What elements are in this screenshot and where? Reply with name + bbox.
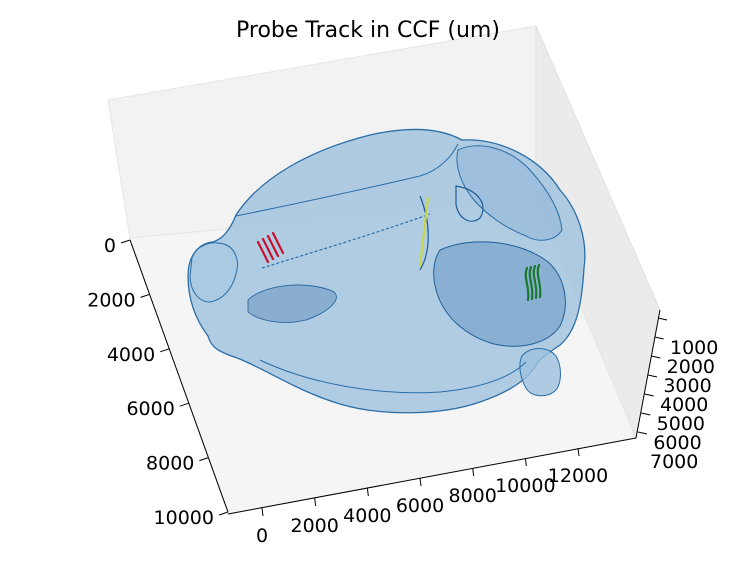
y-axis-line <box>129 239 229 513</box>
olfactory-bulb <box>189 242 238 303</box>
probe-track-line <box>271 231 285 255</box>
probe-track-line <box>524 266 530 302</box>
x-tick-mark <box>419 477 422 487</box>
x-axis-line <box>227 437 637 515</box>
z-tick-mark <box>641 412 651 416</box>
hippocampal-fold <box>247 284 337 323</box>
z-tick-mark <box>647 374 658 378</box>
x-tick-mark <box>524 457 527 467</box>
z-tick-mark <box>651 355 661 359</box>
z-tick-mark <box>637 431 648 435</box>
y-tick-mark <box>199 457 209 462</box>
z-tick-label: 1000 <box>670 337 718 359</box>
midline-fissure <box>261 213 431 269</box>
cerebellum-lobe <box>456 145 563 241</box>
brainstem-region <box>433 241 566 347</box>
y-tick-label: 10000 <box>154 507 214 529</box>
x-tick-label: 6000 <box>396 495 444 517</box>
z-axis-line <box>635 309 661 439</box>
ventral-contour <box>259 359 527 394</box>
probe-track-line <box>536 263 542 299</box>
y-tick-label: 2000 <box>87 289 135 311</box>
y-tick-mark <box>179 402 189 407</box>
x-tick-label: 2000 <box>290 515 338 537</box>
probe-track-line <box>266 234 280 258</box>
probe-track-line <box>256 240 270 264</box>
medulla-bulge <box>519 348 561 397</box>
x-tick-label: 8000 <box>448 485 496 507</box>
y-tick-mark <box>218 511 229 516</box>
x-tick-mark <box>577 447 580 457</box>
z-tick-label: 7000 <box>650 451 698 473</box>
z-tick-mark <box>654 336 664 340</box>
y-tick-label: 4000 <box>107 344 155 366</box>
x-tick-label: 4000 <box>343 505 391 527</box>
x-tick-label: 12000 <box>548 465 608 487</box>
z-tick-label: 6000 <box>653 432 701 454</box>
probe-tracks <box>256 196 542 302</box>
x-tick-mark <box>314 497 317 507</box>
x-tick-mark <box>472 467 475 477</box>
z-tick-label: 4000 <box>660 394 708 416</box>
probe-track-line <box>261 237 275 261</box>
probe-track-line <box>418 196 430 268</box>
brain-surface <box>187 128 586 414</box>
x-tick-label: 10000 <box>495 475 555 497</box>
z-tick-mark <box>657 317 668 321</box>
x-tick-label: 0 <box>256 525 268 547</box>
probe-track-line <box>528 265 534 301</box>
y-tick-mark <box>160 348 170 353</box>
y-tick-mark <box>140 293 150 298</box>
z-tick-label: 2000 <box>667 356 715 378</box>
y-tick-label: 6000 <box>126 398 174 420</box>
y-tick-label: 0 <box>104 235 116 257</box>
z-tick-label: 3000 <box>663 375 711 397</box>
cortex-boundary <box>235 143 459 217</box>
y-axis-ticks: 0 2000 4000 6000 8000 10000 <box>87 235 229 529</box>
midbrain-fold <box>419 185 484 271</box>
x-tick-mark <box>366 487 369 497</box>
probe-track-line <box>532 264 538 300</box>
z-tick-mark <box>644 393 654 397</box>
y-tick-label: 8000 <box>146 453 194 475</box>
chart-title: Probe Track in CCF (um) <box>236 18 500 43</box>
z-tick-label: 5000 <box>657 413 705 435</box>
x-tick-mark <box>261 507 264 517</box>
y-tick-mark <box>120 239 131 244</box>
